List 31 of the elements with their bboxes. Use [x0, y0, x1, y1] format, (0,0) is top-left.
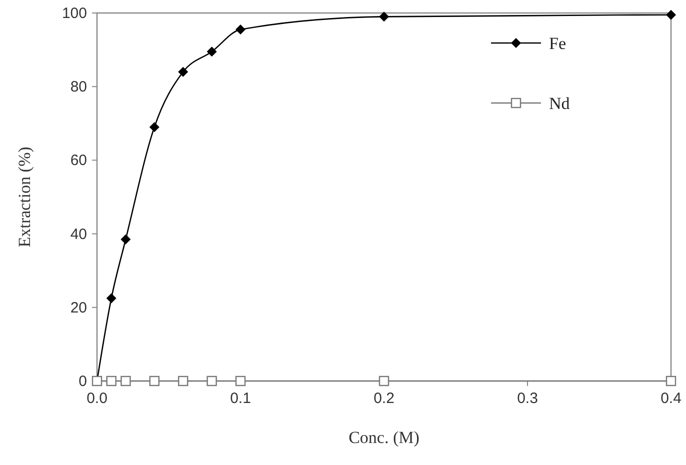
x-tick-label: 0.3 — [517, 390, 538, 407]
x-tick-label: 0.4 — [660, 390, 682, 407]
legend-label: Nd — [549, 94, 570, 113]
legend-label: Fe — [549, 34, 566, 53]
x-tick-label: 0.1 — [230, 390, 251, 407]
point — [236, 24, 246, 35]
point — [235, 376, 246, 386]
y-tick-label: 0 — [78, 373, 87, 390]
y-tick-label: 20 — [70, 299, 87, 316]
point — [178, 66, 188, 77]
point — [206, 46, 217, 57]
y-tick-label: 100 — [62, 5, 87, 22]
point — [149, 122, 160, 132]
point — [106, 293, 116, 304]
y-tick-label: 60 — [70, 152, 87, 170]
point — [178, 376, 188, 386]
point — [120, 234, 131, 244]
x-axis-title: Conc. (M) — [348, 428, 420, 447]
point — [378, 376, 390, 386]
y-tick-label: 80 — [70, 78, 87, 96]
point — [666, 10, 676, 20]
point — [149, 376, 160, 386]
y-tick-label: 40 — [70, 226, 87, 243]
point — [120, 376, 131, 386]
point — [666, 376, 676, 386]
y-axis-title: Extraction (%) — [15, 146, 34, 248]
point — [206, 376, 217, 386]
x-tick-label: 0.2 — [374, 390, 394, 407]
x-tick-label: 0.0 — [86, 390, 108, 407]
point — [106, 376, 116, 386]
point — [379, 12, 389, 22]
